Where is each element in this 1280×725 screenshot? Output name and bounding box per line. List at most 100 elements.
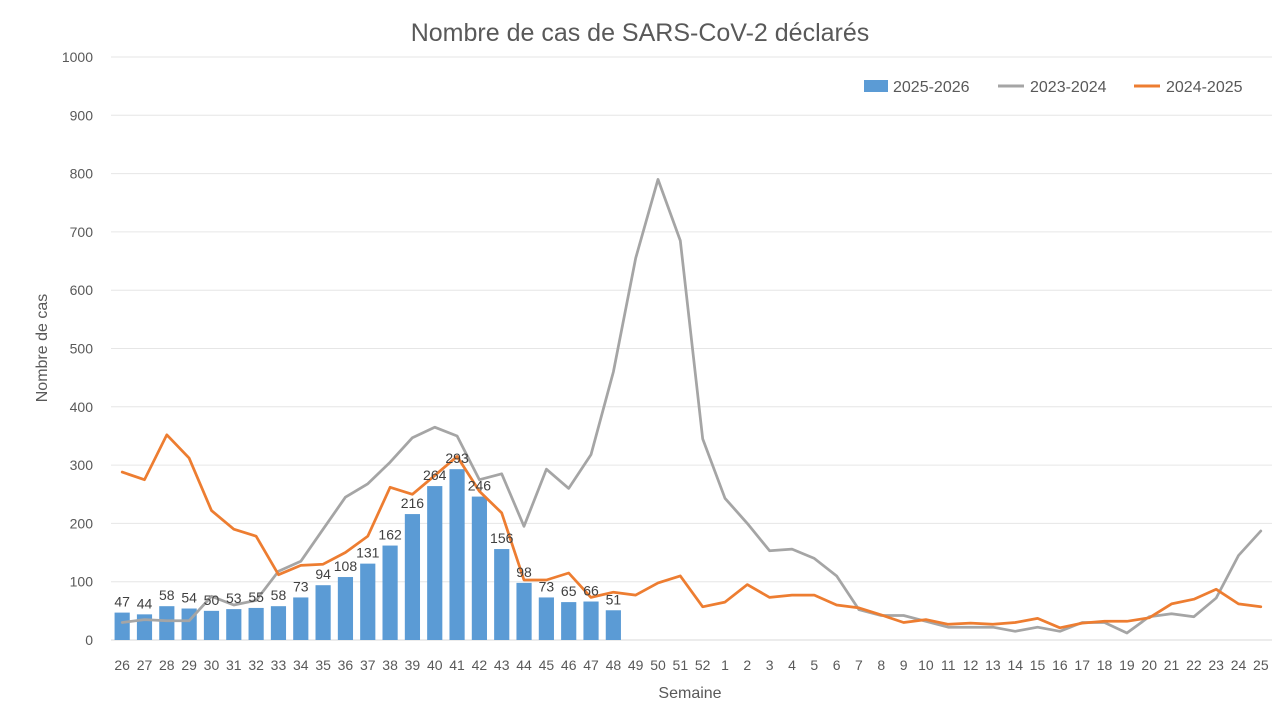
x-tick-label-13: 13 [985, 657, 1001, 673]
y-tick-label-400: 400 [70, 399, 94, 415]
x-tick-label-47: 47 [583, 657, 599, 673]
bar-31 [226, 609, 242, 640]
y-tick-label-700: 700 [70, 224, 94, 240]
x-tick-label-27: 27 [137, 657, 153, 673]
y-tick-label-1000: 1000 [62, 49, 93, 65]
y-tick-label-600: 600 [70, 282, 94, 298]
x-tick-label-44: 44 [516, 657, 532, 673]
x-tick-label-10: 10 [918, 657, 934, 673]
legend-label-2024-2025: 2024-2025 [1166, 79, 1243, 96]
line-series [120, 178, 1263, 635]
x-tick-label-11: 11 [941, 657, 956, 673]
bar-30 [203, 610, 220, 640]
bar-data-label-31: 53 [226, 590, 242, 606]
x-tick-label-50: 50 [650, 657, 666, 673]
bar-35 [315, 585, 331, 640]
x-tick-label-20: 20 [1141, 657, 1157, 673]
legend-label-2025-2026: 2025-2026 [893, 79, 970, 96]
bar-data-label-45: 73 [539, 578, 555, 594]
bar-26 [114, 612, 130, 640]
x-tick-label-4: 4 [788, 657, 796, 673]
bar-data-label-37: 131 [356, 545, 380, 561]
y-tick-label-100: 100 [70, 574, 94, 590]
bar-data-label-29: 54 [181, 590, 197, 606]
bar-45 [538, 597, 554, 640]
bar-28 [159, 606, 175, 640]
x-tick-label-26: 26 [114, 657, 130, 673]
x-tick-labels: 26 27 28 29 30 31 32 33 34 35 36 37 38 39 40 41 42 43 44 45… [114, 657, 1268, 673]
y-tick-label-800: 800 [70, 166, 94, 182]
x-tick-label-37: 37 [360, 657, 376, 673]
x-tick-label-1: 1 [721, 657, 729, 673]
bar-data-label-42: 246 [468, 478, 492, 494]
legend-swatch-2025-2026 [864, 80, 888, 92]
bar-data-label-41: 293 [445, 450, 469, 466]
bar-39 [404, 514, 421, 640]
bar-data-label-44: 98 [516, 564, 532, 580]
x-tick-label-46: 46 [561, 657, 577, 673]
legend: 2025-2026 2023-2024 2024-2025 [864, 79, 1243, 96]
y-tick-label-0: 0 [85, 632, 93, 648]
bar-33 [270, 606, 287, 640]
bar-32 [248, 607, 264, 640]
x-tick-label-42: 42 [472, 657, 488, 673]
x-tick-label-31: 31 [226, 657, 242, 673]
x-tick-label-51: 51 [673, 657, 689, 673]
y-axis-label: Nombre de cas [34, 294, 51, 403]
bar-37 [360, 563, 376, 640]
bar-34 [293, 597, 309, 640]
x-tick-label-23: 23 [1208, 657, 1224, 673]
bar-48 [605, 610, 621, 640]
x-tick-label-9: 9 [900, 657, 908, 673]
x-tick-label-6: 6 [833, 657, 841, 673]
bar-data-label-33: 58 [271, 587, 287, 603]
legend-label-2023-2024: 2023-2024 [1030, 79, 1107, 96]
x-tick-label-24: 24 [1231, 657, 1247, 673]
bar-data-label-36: 108 [334, 558, 358, 574]
y-tick-labels: 0 100 200 300 400 500 600 700 800 900 1000 [62, 49, 93, 648]
line-series-2024-2025 [120, 433, 1263, 630]
x-tick-label-16: 16 [1052, 657, 1068, 673]
y-tick-label-200: 200 [70, 515, 94, 531]
x-tick-label-7: 7 [855, 657, 863, 673]
x-tick-label-35: 35 [315, 657, 331, 673]
x-tick-label-15: 15 [1030, 657, 1046, 673]
x-tick-label-18: 18 [1097, 657, 1113, 673]
x-tick-label-34: 34 [293, 657, 309, 673]
x-tick-label-45: 45 [539, 657, 555, 673]
x-axis-label: Semaine [658, 685, 721, 702]
bar-data-label-28: 58 [159, 587, 175, 603]
x-tick-label-28: 28 [159, 657, 175, 673]
chart-title: Nombre de cas de SARS-CoV-2 déclarés [411, 19, 870, 47]
bar-data-label-47: 66 [583, 583, 599, 599]
x-tick-label-41: 41 [449, 657, 465, 673]
x-tick-label-48: 48 [606, 657, 622, 673]
x-tick-label-25: 25 [1253, 657, 1269, 673]
bar-47 [583, 601, 599, 640]
bar-data-label-43: 156 [490, 530, 514, 546]
bar-data-label-34: 73 [293, 578, 309, 594]
bar-data-label-32: 55 [248, 589, 264, 605]
bar-40 [427, 486, 443, 640]
x-tick-label-19: 19 [1119, 657, 1135, 673]
bar-data-label-35: 94 [315, 566, 331, 582]
x-tick-label-21: 21 [1164, 657, 1180, 673]
x-tick-label-39: 39 [405, 657, 421, 673]
x-tick-label-52: 52 [695, 657, 711, 673]
x-tick-label-40: 40 [427, 657, 443, 673]
bar-data-label-27: 44 [137, 595, 153, 611]
y-tick-label-500: 500 [70, 341, 94, 357]
x-tick-label-49: 49 [628, 657, 644, 673]
y-tick-label-900: 900 [70, 107, 94, 123]
x-tick-label-43: 43 [494, 657, 510, 673]
x-tick-label-12: 12 [963, 657, 979, 673]
bar-41 [449, 469, 465, 640]
x-tick-label-30: 30 [204, 657, 220, 673]
line-series-2023-2024 [120, 178, 1263, 635]
x-tick-label-17: 17 [1074, 657, 1090, 673]
bar-43 [494, 549, 510, 640]
bar-data-label-38: 162 [378, 527, 402, 543]
